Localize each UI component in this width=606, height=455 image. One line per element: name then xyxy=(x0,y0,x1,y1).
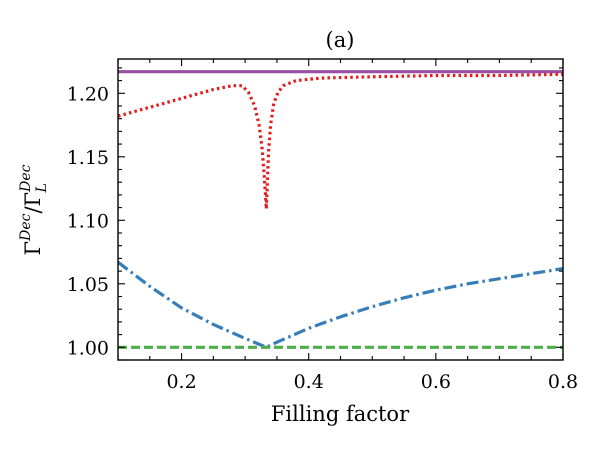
y-label-slash: / xyxy=(21,206,45,214)
x-tick-label: 0.2 xyxy=(166,371,196,393)
y-tick-label: 1.05 xyxy=(67,274,109,296)
series-line-blue-dashdot xyxy=(118,260,563,349)
x-axis-label: Filling factor xyxy=(271,402,410,426)
y-tick-label: 1.20 xyxy=(67,83,109,105)
y-label-base: Γ xyxy=(21,241,45,256)
y-label-base-2: Γ xyxy=(21,192,45,207)
x-tick-label: 0.8 xyxy=(548,371,578,393)
x-tick-label: 0.4 xyxy=(294,371,324,393)
chart-title: (a) xyxy=(326,28,355,52)
y-axis-label: ΓDec/ΓDecL xyxy=(18,164,50,255)
y-label-den-sup: Dec xyxy=(18,164,34,193)
x-tick-label: 0.6 xyxy=(421,371,451,393)
series-line-red-dotted xyxy=(118,72,563,211)
y-tick-label: 1.10 xyxy=(67,210,109,232)
plot-frame xyxy=(117,58,564,361)
y-tick-label: 1.15 xyxy=(67,147,109,169)
y-axis-label-text: ΓDec/ΓDecL xyxy=(18,164,50,255)
series-layer xyxy=(118,70,563,349)
y-tick-label: 1.00 xyxy=(67,337,109,359)
y-label-num-sup: Dec xyxy=(18,213,34,242)
ticks-layer: 0.2 0.4 0.6 0.8 1.00 1.05 1.10 1.15 1.20 xyxy=(67,59,578,393)
y-label-den-sub: L xyxy=(34,183,50,193)
